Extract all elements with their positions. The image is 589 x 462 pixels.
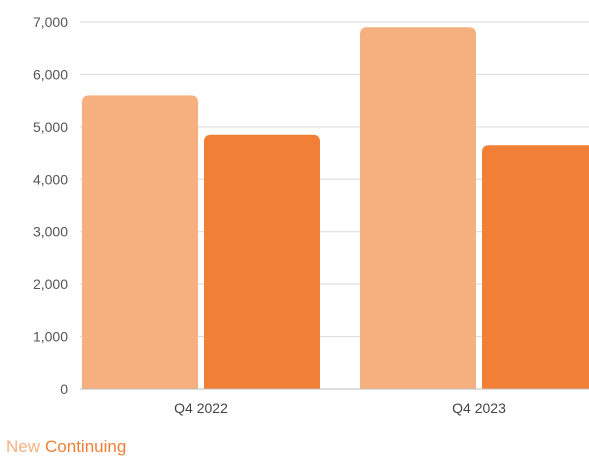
y-tick-label: 0 <box>60 381 68 397</box>
x-tick-label: Q4 2023 <box>452 400 506 416</box>
bar-new-q4-2023 <box>360 27 476 389</box>
bar-new-q4-2022 <box>82 95 198 390</box>
y-tick-label: 5,000 <box>33 119 68 135</box>
y-tick-label: 6,000 <box>33 66 68 82</box>
x-tick-label: Q4 2022 <box>174 400 228 416</box>
legend-item-new: New <box>6 437 41 456</box>
y-tick-label: 2,000 <box>33 276 68 292</box>
y-tick-label: 4,000 <box>33 171 68 187</box>
legend: New Continuing <box>6 436 126 458</box>
y-tick-label: 3,000 <box>33 224 68 240</box>
bar-continuing-q4-2022 <box>204 134 320 389</box>
y-tick-label: 1,000 <box>33 329 68 345</box>
bar-continuing-q4-2023 <box>482 145 589 389</box>
legend-item-continuing: Continuing <box>45 437 127 456</box>
y-tick-label: 7,000 <box>33 14 68 30</box>
x-axis-ticks: Q4 2022 Q4 2023 <box>174 400 506 416</box>
y-axis-ticks: 0 1,000 2,000 3,000 4,000 5,000 6,000 7,000 <box>33 14 68 397</box>
bars <box>82 27 589 390</box>
